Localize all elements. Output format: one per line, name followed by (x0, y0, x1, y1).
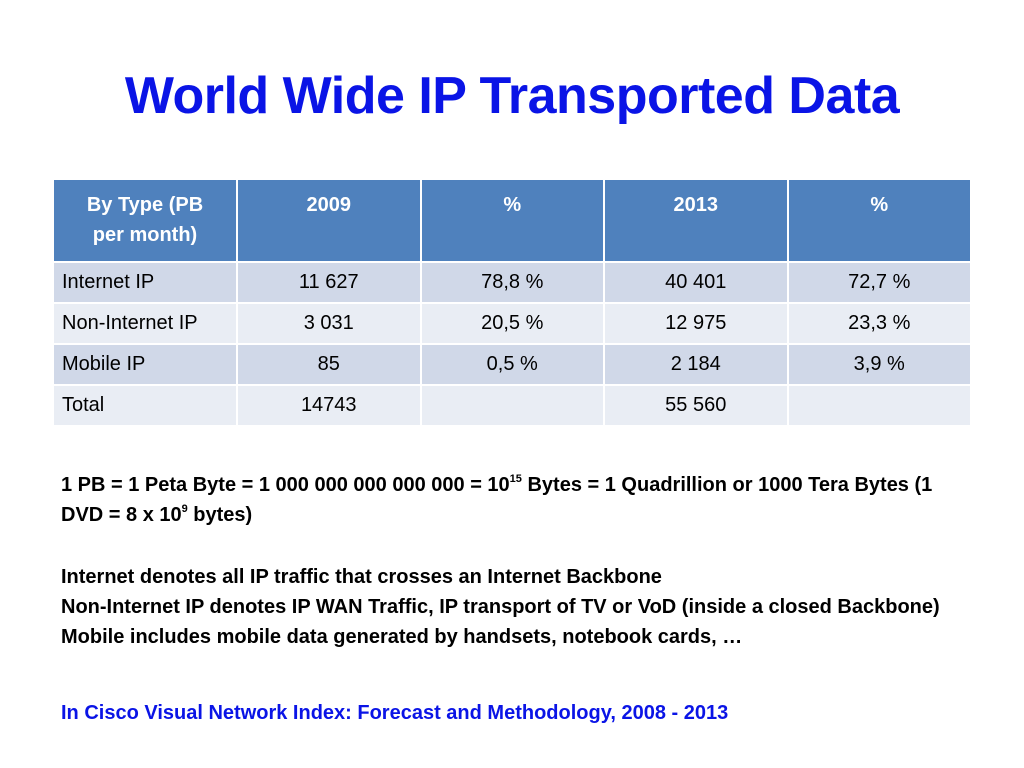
cell: 2 184 (605, 345, 787, 384)
row-label: Total (54, 386, 236, 425)
pb-definition: 1 PB = 1 Peta Byte = 1 000 000 000 000 0… (61, 473, 933, 527)
header-by-type: By Type (PB per month) (54, 180, 236, 261)
row-label: Internet IP (54, 263, 236, 302)
cell: 20,5 % (421, 304, 603, 343)
cell: 14743 (238, 386, 420, 425)
table-header-row: By Type (PB per month) 2009 % 2013 % (54, 180, 970, 261)
cell: 3,9 % (788, 345, 970, 384)
cell (421, 386, 603, 425)
cell (788, 386, 970, 425)
data-table: By Type (PB per month) 2009 % 2013 % Int… (52, 178, 972, 427)
cell: 23,3 % (788, 304, 970, 343)
header-2009: 2009 (238, 180, 420, 261)
internet-note: Internet denotes all IP traffic that cro… (61, 566, 662, 588)
cell: 3 031 (238, 304, 420, 343)
row-label: Non-Internet IP (54, 304, 236, 343)
cell: 85 (238, 345, 420, 384)
row-label: Mobile IP (54, 345, 236, 384)
non-internet-note: Non-Internet IP denotes IP WAN Traffic, … (61, 596, 940, 618)
slide-title: World Wide IP Transported Data (124, 67, 900, 125)
notes-block: 1 PB = 1 Peta Byte = 1 000 000 000 000 0… (61, 470, 961, 652)
table-row: Non-Internet IP 3 031 20,5 % 12 975 23,3… (54, 304, 970, 343)
header-pct-2009: % (421, 180, 603, 261)
header-pct-2013: % (788, 180, 970, 261)
table-row: Mobile IP 85 0,5 % 2 184 3,9 % (54, 345, 970, 384)
table-row: Internet IP 11 627 78,8 % 40 401 72,7 % (54, 263, 970, 302)
table-row: Total 14743 55 560 (54, 386, 970, 425)
cell: 11 627 (238, 263, 420, 302)
cell: 55 560 (605, 386, 787, 425)
cell: 72,7 % (788, 263, 970, 302)
cell: 40 401 (605, 263, 787, 302)
cell: 0,5 % (421, 345, 603, 384)
mobile-note: Mobile includes mobile data generated by… (61, 626, 743, 648)
source-citation: In Cisco Visual Network Index: Forecast … (61, 702, 729, 724)
cell: 12 975 (605, 304, 787, 343)
header-2013: 2013 (605, 180, 787, 261)
cell: 78,8 % (421, 263, 603, 302)
